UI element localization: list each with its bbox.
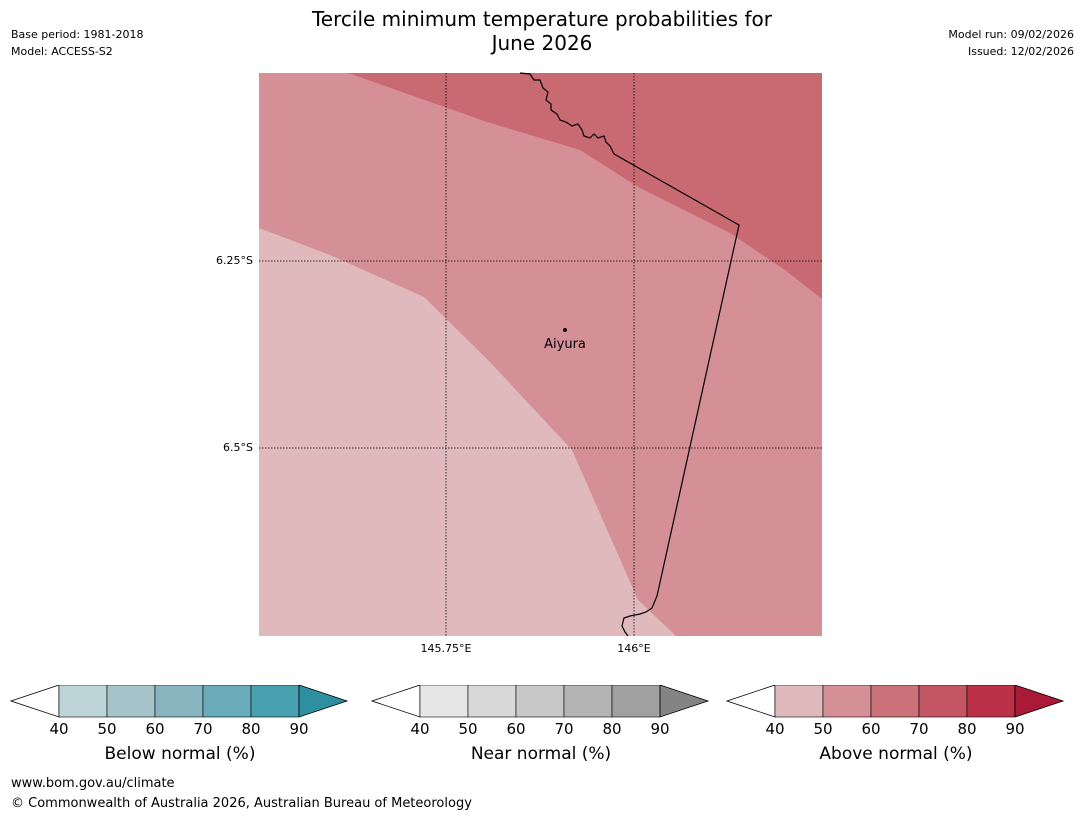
colorbar-tick: 50 bbox=[458, 720, 478, 738]
colorbar-below-normal: 40 50 60 70 80 90 Below normal (%) bbox=[10, 685, 350, 775]
issued-text: Issued: 12/02/2026 bbox=[967, 45, 1074, 58]
map-zone-above-50-60 bbox=[259, 73, 822, 636]
forecast-map bbox=[259, 72, 822, 637]
colorbar-tick: 70 bbox=[193, 720, 213, 738]
page-title: Tercile minimum temperature probabilitie… bbox=[242, 7, 842, 55]
colorbar-tick: 60 bbox=[506, 720, 526, 738]
colorbar-extend-high bbox=[659, 685, 710, 718]
colorbar-extend-high bbox=[298, 685, 349, 718]
map-gridlines bbox=[259, 73, 822, 636]
colorbar-extend-low bbox=[726, 685, 776, 718]
lon-label-145-75: 145.75°E bbox=[420, 642, 472, 655]
footer: www.bom.gov.au/climate © Commonwealth of… bbox=[11, 774, 472, 814]
colorbar-segment bbox=[563, 685, 613, 718]
colorbar-tick: 50 bbox=[813, 720, 833, 738]
colorbar-segment bbox=[611, 685, 661, 718]
colorbar-extend-high bbox=[1014, 685, 1065, 718]
colorbar-tick: 80 bbox=[957, 720, 977, 738]
province-boundary bbox=[519, 72, 740, 637]
colorbar-tick: 40 bbox=[410, 720, 430, 738]
lon-label-146: 146°E bbox=[617, 642, 651, 655]
colorbar-tick: 80 bbox=[602, 720, 622, 738]
title-line-1: Tercile minimum temperature probabilitie… bbox=[311, 7, 773, 31]
colorbar-segment bbox=[58, 685, 108, 718]
model-run-text: Model run: 09/02/2026 bbox=[948, 28, 1074, 41]
colorbar-tick: 50 bbox=[97, 720, 117, 738]
colorbar-tick: 90 bbox=[650, 720, 670, 738]
colorbar-segment bbox=[202, 685, 252, 718]
map-zone-above-60-70 bbox=[348, 73, 822, 299]
colorbar-tick: 90 bbox=[1005, 720, 1025, 738]
header-meta-right: Model run: 09/02/2026 Issued: 12/02/2026 bbox=[948, 26, 1074, 60]
colorbar-extend-low bbox=[371, 685, 421, 718]
colorbar-tick: 60 bbox=[861, 720, 881, 738]
colorbar-segment bbox=[515, 685, 565, 718]
colorbar-tick: 40 bbox=[765, 720, 785, 738]
footer-copyright: © Commonwealth of Australia 2026, Austra… bbox=[11, 796, 472, 811]
colorbar-tick: 70 bbox=[909, 720, 929, 738]
colorbar-segment bbox=[918, 685, 968, 718]
colorbar-segment bbox=[822, 685, 872, 718]
colorbar-segment bbox=[250, 685, 300, 718]
colorbar-label: Below normal (%) bbox=[104, 744, 256, 764]
lat-label-6-5: 6.5°S bbox=[223, 441, 253, 454]
colorbar-tick: 80 bbox=[241, 720, 261, 738]
colorbar-segment bbox=[106, 685, 156, 718]
colorbar-segment bbox=[870, 685, 920, 718]
colorbar-label: Above normal (%) bbox=[819, 744, 973, 764]
colorbar-segment bbox=[467, 685, 517, 718]
colorbar-extend-low bbox=[10, 685, 60, 718]
title-line-2: June 2026 bbox=[491, 31, 593, 55]
footer-website: www.bom.gov.au/climate bbox=[11, 776, 175, 791]
place-marker-dot bbox=[563, 328, 567, 332]
colorbar-tick: 40 bbox=[49, 720, 69, 738]
colorbar-tick: 60 bbox=[145, 720, 165, 738]
lat-label-6-25: 6.25°S bbox=[216, 254, 253, 267]
colorbar-segment bbox=[154, 685, 204, 718]
colorbar-segment bbox=[774, 685, 824, 718]
colorbar-above-normal: 40 50 60 70 80 90 Above normal (%) bbox=[726, 685, 1066, 775]
model-text: Model: ACCESS-S2 bbox=[11, 45, 113, 58]
colorbar-segment bbox=[966, 685, 1016, 718]
place-label: Aiyura bbox=[544, 337, 586, 352]
base-period-text: Base period: 1981-2018 bbox=[11, 28, 144, 41]
colorbar-tick: 90 bbox=[289, 720, 309, 738]
colorbar-near-normal: 40 50 60 70 80 90 Near normal (%) bbox=[371, 685, 711, 775]
colorbar-segment bbox=[419, 685, 469, 718]
colorbar-label: Near normal (%) bbox=[470, 744, 612, 764]
header-meta-left: Base period: 1981-2018 Model: ACCESS-S2 bbox=[11, 26, 143, 60]
colorbar-tick: 70 bbox=[554, 720, 574, 738]
